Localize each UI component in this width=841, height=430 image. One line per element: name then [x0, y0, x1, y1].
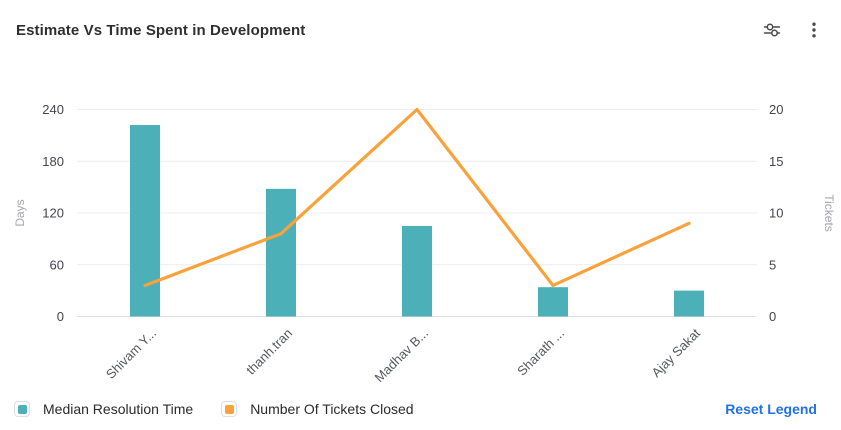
- legend-swatch-line-series: [224, 404, 234, 414]
- left-axis-tick-label: 240: [42, 102, 64, 117]
- chart-canvas: 0 0 60 5 120 10 180 15 240 20 Days Tickets Shivam Y.…: [13, 102, 836, 385]
- y-axis-tick-labels: 0 0 60 5 120 10 180 15 240 20: [42, 102, 783, 324]
- bar-0[interactable]: [130, 125, 160, 317]
- chart-plot-area: 0 0 60 5 120 10 180 15 240 20 Days Tickets Shivam Y.…: [0, 50, 841, 390]
- legend-label: Median Resolution Time: [43, 401, 194, 417]
- bar-2[interactable]: [402, 225, 432, 317]
- legend-chip: [221, 401, 238, 417]
- x-axis-label-2: Madhav B...: [371, 326, 431, 386]
- tune-sliders-glyph: [763, 23, 781, 37]
- line-series-number-of-tickets-closed[interactable]: [143, 107, 691, 288]
- kebab-menu-glyph: [812, 22, 816, 38]
- x-axis-label-4: Ajay Sakat: [649, 325, 704, 380]
- reset-legend-link[interactable]: Reset Legend: [725, 401, 817, 417]
- left-axis-tick-label: 60: [50, 257, 64, 272]
- right-axis-tick-label: 15: [769, 154, 783, 169]
- right-axis-tick-label: 20: [769, 102, 783, 117]
- legend-item-number-of-tickets-closed[interactable]: Number Of Tickets Closed: [221, 401, 414, 417]
- legend-item-median-resolution-time[interactable]: Median Resolution Time: [14, 401, 193, 417]
- legend-chip: [14, 401, 30, 417]
- legend-swatch-bar-series: [17, 404, 27, 414]
- legend-items: Median Resolution Time Number Of Tickets…: [14, 401, 414, 417]
- tune-sliders-icon[interactable]: [759, 17, 785, 43]
- right-axis-tick-label: 10: [769, 206, 783, 221]
- right-axis-title: Tickets: [822, 194, 836, 232]
- bar-3[interactable]: [538, 287, 568, 317]
- left-axis-title: Days: [13, 199, 27, 226]
- x-axis-label-3: Sharath ...: [514, 326, 567, 379]
- left-axis-tick-label: 0: [57, 309, 64, 324]
- bar-series-median-resolution-time: [130, 125, 704, 317]
- bar-4[interactable]: [674, 290, 704, 317]
- bar-1[interactable]: [266, 188, 296, 317]
- x-axis-label-0: Shivam Y...: [103, 326, 159, 382]
- legend-label: Number Of Tickets Closed: [250, 401, 414, 417]
- right-axis-tick-label: 5: [769, 257, 776, 272]
- header-actions: [759, 17, 827, 43]
- right-axis-tick-label: 0: [769, 309, 776, 324]
- card-header: Estimate Vs Time Spent in Development: [16, 14, 827, 46]
- left-axis-tick-label: 180: [42, 154, 64, 169]
- legend-row: Median Resolution Time Number Of Tickets…: [14, 398, 817, 420]
- kebab-menu-icon[interactable]: [801, 17, 827, 43]
- x-axis-category-labels: Shivam Y... thanh.tran Madhav B... Sharath …: [103, 325, 704, 385]
- chart-title: Estimate Vs Time Spent in Development: [16, 21, 306, 39]
- left-axis-tick-label: 120: [42, 206, 64, 221]
- x-axis-label-1: thanh.tran: [243, 326, 295, 378]
